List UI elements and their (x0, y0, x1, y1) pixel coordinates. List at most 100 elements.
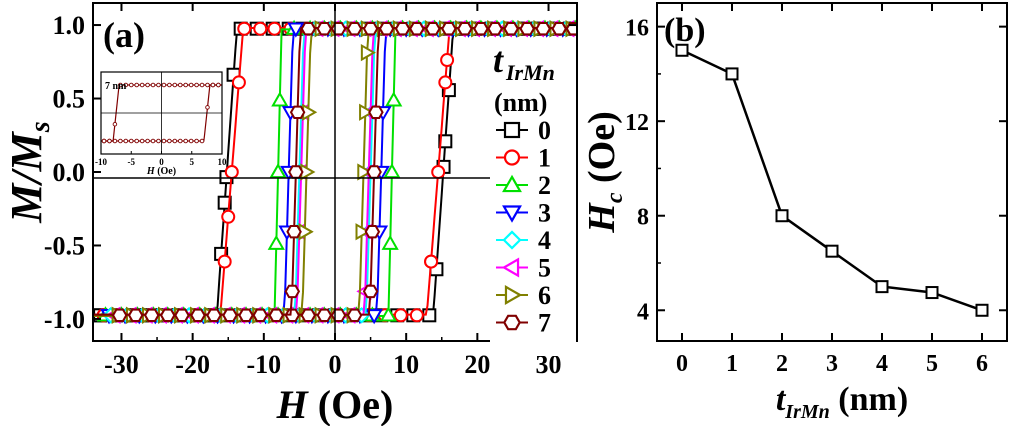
inset-point (167, 82, 172, 88)
series-2-point (269, 163, 287, 179)
legend-marker (503, 149, 521, 166)
series-7-point (300, 21, 317, 36)
series-7-point (503, 21, 519, 36)
panel-b-point (825, 244, 839, 258)
panel-a-xtick-label: 0 (329, 350, 342, 379)
inset-point (112, 121, 118, 127)
series-0-point (438, 134, 453, 149)
panel-a-ytick-label: 0.5 (53, 85, 86, 114)
series-7-point (551, 21, 567, 36)
inset-point (194, 82, 199, 88)
inset-point (123, 82, 129, 88)
inset-point (210, 82, 216, 88)
legend-marker (504, 285, 523, 305)
series-1-point (267, 21, 282, 36)
series-7-point (316, 21, 333, 36)
inset-point (183, 138, 188, 144)
legend-label: 4 (538, 226, 551, 255)
legend-bg (490, 38, 576, 356)
panel-a-xtick-label: -30 (104, 350, 139, 379)
legend-marker (501, 257, 520, 278)
inset-point (139, 138, 145, 144)
legend-label: 1 (538, 144, 551, 173)
legend-item-4: 4 (496, 226, 551, 255)
series-1-point (217, 254, 232, 269)
inset-point (118, 138, 123, 144)
panel-b-label: (b) (664, 12, 706, 49)
series-0-point (217, 195, 232, 210)
series-1-point (409, 308, 424, 323)
panel-a-xtick-label: -20 (175, 350, 210, 379)
inset-point (150, 138, 156, 144)
panel-b-point (925, 286, 939, 300)
panel-b-ytick-label: 16 (625, 16, 649, 42)
series-2-point (383, 163, 401, 179)
series-7-point (222, 308, 238, 323)
panel-b-ytick-label: 4 (637, 299, 649, 325)
panel-a: -30 -20 -10 0 10 20 30-1.0-0.50.00.51.0 (a) M/… (2, 2, 578, 426)
inset-point (156, 138, 161, 144)
inset-point (183, 82, 188, 88)
inset-point (101, 138, 107, 144)
panel-a-inset: 7 nm -10 -5 0 5 10 H (Oe) (95, 71, 228, 177)
legend-marker (502, 230, 522, 250)
panel-a-xtick-label: 20 (464, 350, 490, 379)
panel-b-point (875, 280, 889, 294)
series-7-point (519, 21, 535, 36)
inset-point (199, 138, 205, 144)
inset-xtick-label: -5 (128, 157, 136, 167)
panel-a-ylabel: M/Ms (2, 121, 56, 223)
series-1-point (253, 21, 268, 36)
inset-point (156, 82, 161, 88)
inset-point (172, 138, 178, 144)
legend-marker (502, 174, 522, 193)
series-7-point (284, 284, 301, 299)
inset-point (128, 82, 134, 88)
panel-a-label: (a) (103, 15, 145, 55)
inset-xtick-label: 10 (218, 157, 228, 167)
series-7-point (238, 308, 254, 323)
inset-xtick-label: 5 (190, 157, 195, 167)
series-7-point (268, 308, 285, 323)
series-7-point (366, 165, 382, 179)
panel-a-ytick-label: -1.0 (44, 305, 85, 334)
inset-point (194, 138, 199, 144)
series-1-point (431, 165, 446, 179)
inset-point (150, 82, 156, 88)
panel-b-point (675, 43, 689, 57)
series-7-point (127, 308, 144, 323)
inset-xlabel: H (Oe) (146, 166, 176, 177)
legend-item-1: 1 (496, 144, 551, 173)
panel-b-point (975, 303, 989, 317)
inset-point (188, 82, 194, 88)
inset-point (161, 138, 167, 144)
series-6-point (359, 103, 375, 121)
panel-b-xtick-label: 5 (926, 351, 938, 377)
legend-label: 0 (538, 116, 551, 145)
series-7-point (487, 21, 503, 36)
series-7-point (473, 21, 489, 36)
series-6-point (357, 163, 373, 181)
panel-b-data (675, 43, 989, 317)
legend-title-sub: IrMn (505, 60, 555, 85)
legend-item-7: 7 (496, 309, 551, 338)
series-7-point (457, 21, 473, 36)
series-3-point (287, 22, 305, 38)
inset-point (178, 138, 183, 144)
inset-point (188, 138, 194, 144)
series-3-point (365, 309, 383, 325)
series-7-point (174, 308, 190, 323)
inset-point (216, 82, 221, 88)
inset-point (167, 138, 172, 144)
series-2-point (379, 306, 398, 322)
series-7-point (300, 308, 317, 323)
panel-a-ticks: -30 -20 -10 0 10 20 30-1.0-0.50.00.51.0 (44, 3, 577, 379)
panel-b-ylabel: Hc (Oe) (581, 111, 628, 233)
series-7-point (159, 308, 176, 323)
series-7 (93, 21, 577, 323)
inset-point (118, 82, 123, 88)
series-7-point (535, 21, 551, 36)
legend-marker (502, 205, 522, 223)
panel-a-xtick-label: 10 (393, 350, 419, 379)
